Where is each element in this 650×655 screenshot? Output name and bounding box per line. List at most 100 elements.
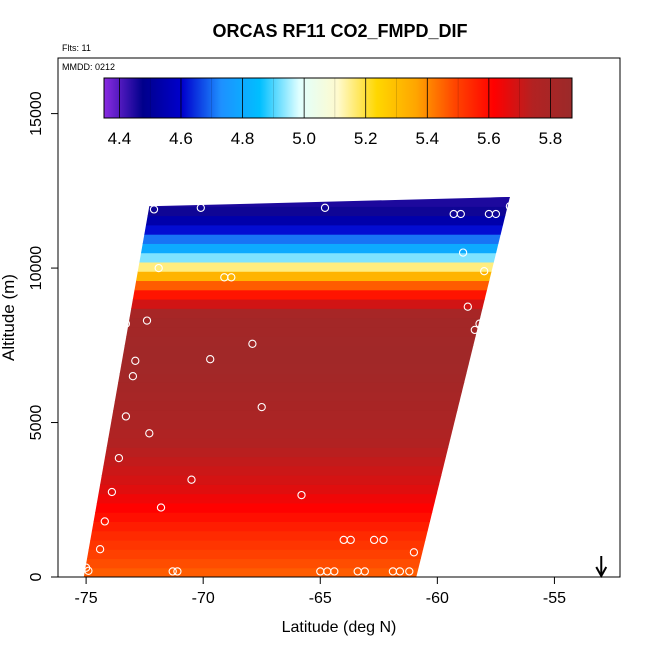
x-tick-label: -60 xyxy=(426,590,449,607)
x-tick-label: -65 xyxy=(309,590,332,607)
heatmap-band xyxy=(83,243,510,254)
heatmap-band xyxy=(83,382,510,393)
heatmap-band xyxy=(83,271,510,282)
colorbar-tick-label: 5.4 xyxy=(415,129,439,148)
heatmap-band xyxy=(83,447,510,458)
heatmap-band xyxy=(83,298,510,309)
y-axis-label: Altitude (m) xyxy=(0,274,18,361)
observation-point xyxy=(346,535,355,545)
heatmap-band xyxy=(83,512,510,522)
observation-point xyxy=(100,517,109,526)
observation-point xyxy=(187,475,196,484)
heatmap-band xyxy=(83,326,510,337)
heatmap-band xyxy=(83,234,510,244)
colorbar-tick-label: 5.6 xyxy=(477,129,501,148)
observation-point xyxy=(145,429,154,438)
heatmap-band xyxy=(83,261,510,272)
observation-point xyxy=(505,202,515,211)
observation-point xyxy=(114,347,124,356)
observation-point xyxy=(480,267,489,276)
heatmap-band xyxy=(83,475,510,485)
x-tick-label: -70 xyxy=(192,590,215,607)
observation-point xyxy=(121,319,131,328)
y-tick-label: 15000 xyxy=(28,91,45,136)
observation-point xyxy=(84,566,93,575)
colorbar-tick-label: 4.8 xyxy=(231,129,255,148)
heatmap-band xyxy=(83,558,510,569)
observation-point xyxy=(121,412,131,421)
observation-point xyxy=(257,402,266,412)
observation-point xyxy=(107,487,117,497)
observation-point xyxy=(395,567,405,576)
observation-point xyxy=(470,325,479,335)
plot-frame xyxy=(57,57,621,578)
heatmap-band xyxy=(83,308,510,319)
observation-point xyxy=(409,548,419,557)
observation-point xyxy=(369,535,379,545)
heatmap-band xyxy=(83,400,510,411)
heatmap-band xyxy=(83,410,510,421)
heatmap-band xyxy=(83,280,510,291)
colorbar-tick-label: 4.4 xyxy=(108,129,132,148)
heatmap-band xyxy=(83,363,510,374)
heatmap-band xyxy=(83,224,510,235)
heatmap-band xyxy=(83,549,510,560)
colorbar-tick-label: 5.8 xyxy=(539,129,563,148)
observation-point xyxy=(360,567,369,576)
observation-point xyxy=(405,567,414,576)
heatmap-band xyxy=(83,530,510,541)
observation-point xyxy=(297,490,306,500)
observation-point xyxy=(131,356,140,365)
observation-point xyxy=(142,316,152,325)
chart-title: ORCAS RF11 CO2_FMPD_DIF xyxy=(212,21,467,41)
observation-point xyxy=(475,319,484,328)
heatmap-band xyxy=(83,345,510,356)
heatmap-band xyxy=(83,373,510,383)
direction-arrow-head xyxy=(595,566,608,579)
heatmap-band xyxy=(83,484,510,495)
heatmap-band xyxy=(83,437,510,448)
heatmap-band xyxy=(83,419,510,430)
x-tick-label: -75 xyxy=(75,590,98,607)
observation-point xyxy=(463,302,472,311)
heatmap-band xyxy=(83,493,510,504)
y-tick-label: 5000 xyxy=(28,405,45,441)
observation-point xyxy=(491,209,501,219)
observation-point xyxy=(173,567,182,576)
observation-point xyxy=(100,421,109,430)
heatmap-band xyxy=(83,428,510,439)
observation-point xyxy=(458,248,468,257)
heatmap-band xyxy=(83,317,510,328)
colorbar-frame xyxy=(103,77,573,119)
heatmap-band xyxy=(83,567,510,577)
observation-point xyxy=(379,535,388,545)
heatmap-band xyxy=(83,289,510,300)
observation-point xyxy=(227,273,236,282)
heatmap-band xyxy=(83,391,510,402)
heatmap-band xyxy=(83,539,510,550)
colorbar xyxy=(104,78,572,118)
observation-point xyxy=(114,453,124,463)
observation-point xyxy=(456,209,465,219)
observation-point xyxy=(149,205,159,214)
x-tick-label: -55 xyxy=(543,590,566,607)
heatmap-band xyxy=(83,336,510,346)
heatmap-band xyxy=(83,456,510,467)
observation-point xyxy=(128,372,138,381)
heatmap-band xyxy=(83,252,510,263)
observation-point xyxy=(95,545,105,554)
y-tick-label: 0 xyxy=(28,572,45,581)
observation-point xyxy=(156,503,166,512)
colorbar-tick-label: 4.6 xyxy=(169,129,193,148)
heatmap-band xyxy=(83,206,510,217)
observation-point xyxy=(168,567,177,576)
observation-point xyxy=(196,203,205,212)
observation-point xyxy=(154,263,163,273)
x-axis-label: Latitude (deg N) xyxy=(282,619,397,636)
observation-point xyxy=(320,203,330,212)
colorbar-tick-label: 5.0 xyxy=(292,129,316,148)
flights-annotation: Flts: 11 xyxy=(62,43,91,53)
heatmap-band xyxy=(83,465,510,476)
